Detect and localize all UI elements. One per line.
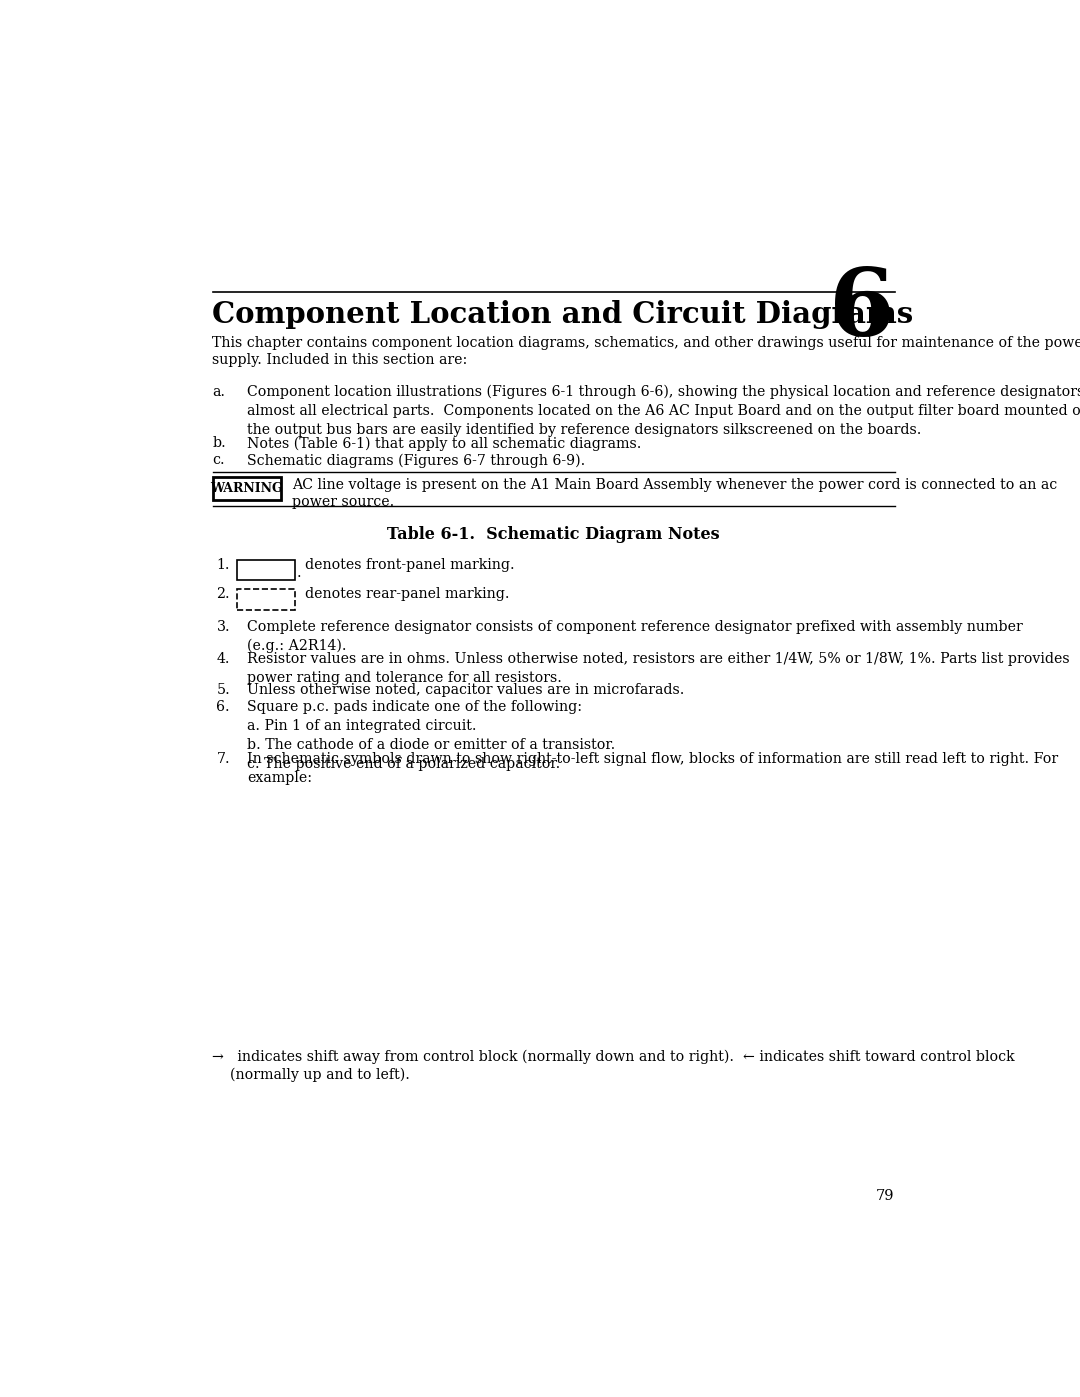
Text: 2.: 2. xyxy=(216,587,230,601)
Text: 6.: 6. xyxy=(216,700,230,714)
Text: Complete reference designator consists of component reference designator prefixe: Complete reference designator consists o… xyxy=(247,620,1023,654)
Text: denotes front-panel marking.: denotes front-panel marking. xyxy=(305,557,514,571)
Text: Component Location and Circuit Diagrams: Component Location and Circuit Diagrams xyxy=(213,300,914,330)
Text: supply. Included in this section are:: supply. Included in this section are: xyxy=(213,353,468,367)
Text: 1.: 1. xyxy=(216,557,230,571)
Bar xyxy=(213,478,281,500)
Text: WARNING: WARNING xyxy=(211,482,283,495)
Text: a.: a. xyxy=(213,384,226,398)
Text: Unless otherwise noted, capacitor values are in microfarads.: Unless otherwise noted, capacitor values… xyxy=(247,683,685,697)
Text: Schematic diagrams (Figures 6-7 through 6-9).: Schematic diagrams (Figures 6-7 through … xyxy=(247,453,585,468)
Text: In schematic symbols drawn to show right-to-left signal flow, blocks of informat: In schematic symbols drawn to show right… xyxy=(247,752,1058,785)
Text: Notes (Table 6-1) that apply to all schematic diagrams.: Notes (Table 6-1) that apply to all sche… xyxy=(247,436,642,451)
Text: Square p.c. pads indicate one of the following:
a. Pin 1 of an integrated circui: Square p.c. pads indicate one of the fol… xyxy=(247,700,616,771)
Text: denotes rear-panel marking.: denotes rear-panel marking. xyxy=(305,587,510,601)
Text: 7.: 7. xyxy=(216,752,230,766)
Text: 5.: 5. xyxy=(216,683,230,697)
Text: (normally up and to left).: (normally up and to left). xyxy=(230,1067,409,1083)
Text: Table 6-1.  Schematic Diagram Notes: Table 6-1. Schematic Diagram Notes xyxy=(388,525,719,542)
Text: 3.: 3. xyxy=(216,620,230,634)
Text: b.: b. xyxy=(213,436,226,450)
Text: power source.: power source. xyxy=(293,495,394,509)
Text: 79: 79 xyxy=(876,1189,894,1203)
Text: Resistor values are in ohms. Unless otherwise noted, resistors are either 1/4W, : Resistor values are in ohms. Unless othe… xyxy=(247,652,1070,685)
Text: 6: 6 xyxy=(828,265,894,355)
Bar xyxy=(238,560,296,580)
Text: 4.: 4. xyxy=(216,652,230,666)
Text: →   indicates shift away from control block (normally down and to right).  ← ind: → indicates shift away from control bloc… xyxy=(213,1049,1015,1063)
Text: .: . xyxy=(297,566,301,580)
Text: This chapter contains component location diagrams, schematics, and other drawing: This chapter contains component location… xyxy=(213,337,1080,351)
Text: AC line voltage is present on the A1 Main Board Assembly whenever the power cord: AC line voltage is present on the A1 Mai… xyxy=(293,478,1057,492)
Bar xyxy=(238,588,296,609)
Text: Component location illustrations (Figures 6-1 through 6-6), showing the physical: Component location illustrations (Figure… xyxy=(247,384,1080,437)
Text: c.: c. xyxy=(213,453,225,468)
